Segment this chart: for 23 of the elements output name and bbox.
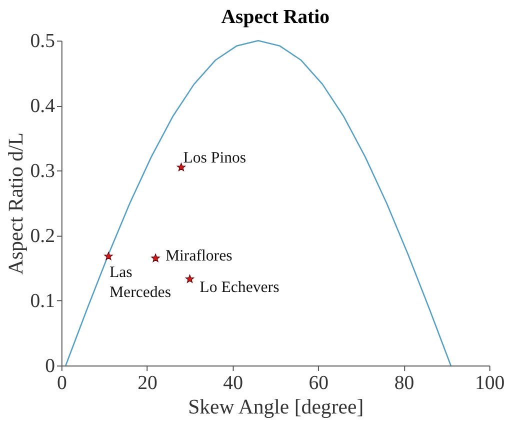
x-tick-label: 80 — [394, 372, 414, 394]
y-tick-label: 0 — [45, 354, 56, 377]
y-tick-label: 0.3 — [30, 160, 56, 182]
line-series — [65, 40, 452, 366]
annotation: Las Mercedes — [109, 264, 172, 301]
point — [185, 274, 194, 283]
x-tick-label: 20 — [138, 372, 158, 394]
x-tick-label: 40 — [223, 372, 244, 394]
point — [176, 162, 186, 172]
x-axis-title: Skew Angle [degree] — [188, 396, 364, 419]
annotation: Los Pinos — [183, 149, 246, 166]
annotation: Miraflores — [165, 247, 232, 264]
x-tick-label: 60 — [308, 372, 329, 394]
point — [104, 252, 113, 260]
annotation: Lo Echevers — [200, 278, 280, 296]
y-tick-label: 0.2 — [30, 225, 55, 248]
y-tick-label: 0.4 — [30, 95, 56, 118]
chart-title: Aspect Ratio — [221, 6, 330, 28]
y-tick-label: 0.1 — [30, 290, 55, 312]
y-tick-label: 0.5 — [30, 30, 56, 52]
point — [151, 254, 160, 262]
y-axis-title: Aspect Ratio d/L — [4, 132, 28, 275]
x-tick-label: 100 — [474, 372, 505, 394]
